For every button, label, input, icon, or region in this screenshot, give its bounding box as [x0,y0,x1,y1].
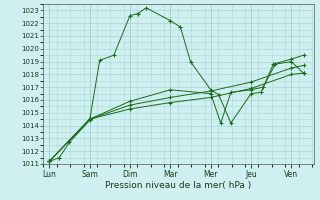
X-axis label: Pression niveau de la mer( hPa ): Pression niveau de la mer( hPa ) [105,181,252,190]
